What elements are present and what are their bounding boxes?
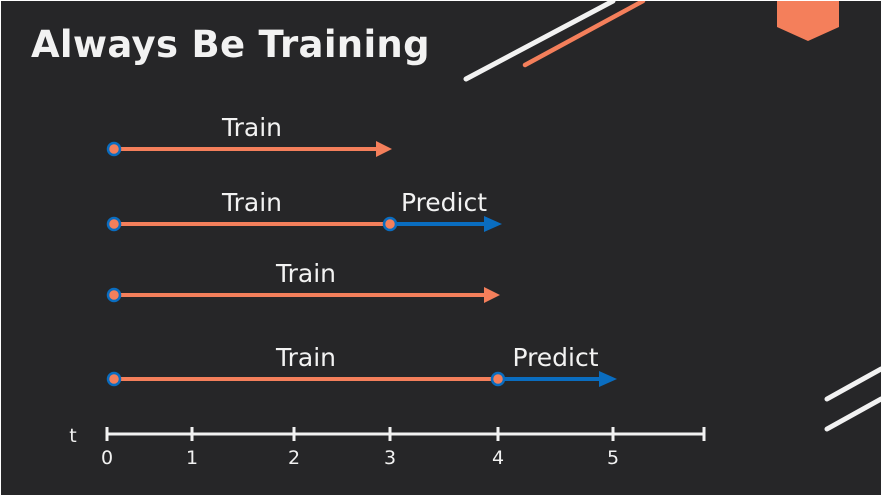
slide-title: Always Be Training [31, 23, 430, 66]
axis-label: t [69, 425, 76, 447]
decor-slash-white [463, 1, 616, 82]
decor-slash-bottom-1 [824, 366, 881, 402]
timeline-row: Train Predict [106, 188, 502, 232]
predict-arrowhead [599, 371, 617, 387]
train-start-dot [106, 287, 122, 303]
axis-tick-label: 4 [492, 447, 504, 469]
decor-slash-orange [522, 1, 646, 68]
time-axis: t 0 1 2 3 4 5 [69, 425, 706, 469]
decor-slash-bottom-2 [824, 396, 881, 432]
predict-label: Predict [401, 188, 487, 217]
rows-layer: Train Train Predict Train Train Predict [106, 113, 617, 387]
timeline-row: Train [106, 259, 500, 303]
predict-start-dot [382, 216, 398, 232]
train-start-dot [106, 371, 122, 387]
timeline-row: Train Predict [106, 343, 617, 387]
train-label: Train [221, 113, 282, 142]
axis-tick-label: 5 [607, 447, 619, 469]
predict-start-dot [490, 371, 506, 387]
train-start-dot [106, 216, 122, 232]
timeline-row: Train [106, 113, 392, 157]
axis-tick-label: 3 [384, 447, 396, 469]
axis-tick-label: 1 [186, 447, 198, 469]
train-arrowhead [484, 287, 500, 303]
train-label: Train [275, 259, 336, 288]
predict-label: Predict [512, 343, 598, 372]
train-label: Train [221, 188, 282, 217]
train-arrowhead [376, 141, 392, 157]
predict-arrowhead [484, 216, 502, 232]
pentagon-badge [777, 1, 839, 41]
axis-tick-label: 2 [288, 447, 300, 469]
train-label: Train [275, 343, 336, 372]
axis-tick-label: 0 [101, 447, 113, 469]
train-start-dot [106, 141, 122, 157]
